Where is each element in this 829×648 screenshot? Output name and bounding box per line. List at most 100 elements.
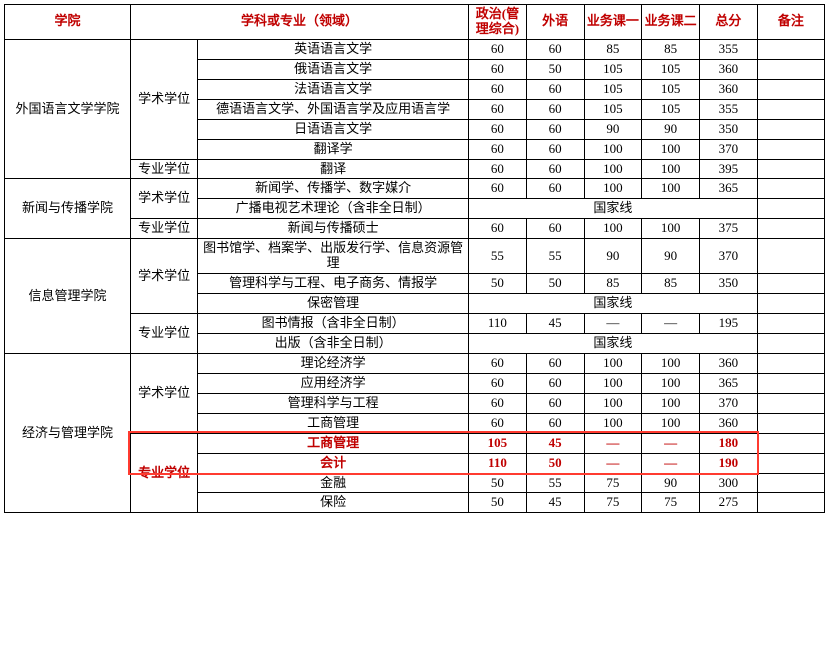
score-cell: — (584, 314, 642, 334)
score-cell: 50 (526, 59, 584, 79)
score-cell: 195 (700, 314, 758, 334)
school-cell: 经济与管理学院 (5, 353, 131, 513)
table-row: 经济与管理学院学术学位理论经济学6060100100360 (5, 353, 825, 373)
score-cell: 50 (526, 274, 584, 294)
score-cell: 45 (526, 493, 584, 513)
score-cell: 60 (526, 373, 584, 393)
th-subj2: 业务课二 (642, 5, 700, 40)
degree-cell: 专业学位 (130, 433, 197, 513)
score-cell: 100 (642, 353, 700, 373)
major-cell: 法语语言文学 (198, 79, 469, 99)
score-cell: 105 (642, 59, 700, 79)
score-cell: 370 (700, 393, 758, 413)
score-cell: 60 (526, 39, 584, 59)
th-school: 学院 (5, 5, 131, 40)
degree-cell: 学术学位 (130, 239, 197, 314)
major-cell: 保密管理 (198, 294, 469, 314)
degree-cell: 专业学位 (130, 159, 197, 179)
th-subj1: 业务课一 (584, 5, 642, 40)
major-cell: 会计 (198, 453, 469, 473)
score-cell: 100 (584, 373, 642, 393)
score-cell: 100 (584, 159, 642, 179)
remark-cell (757, 39, 824, 59)
score-cell: 60 (469, 373, 527, 393)
score-cell: 105 (642, 79, 700, 99)
score-cell: 60 (469, 99, 527, 119)
th-politics: 政治(管理综合) (469, 5, 527, 40)
score-cell: 55 (526, 473, 584, 493)
score-cell: 60 (469, 413, 527, 433)
score-cell: 110 (469, 453, 527, 473)
remark-cell (757, 139, 824, 159)
score-cell: 190 (700, 453, 758, 473)
score-cell: 100 (584, 219, 642, 239)
score-cell: 100 (642, 219, 700, 239)
major-cell: 德语语言文学、外国语言学及应用语言学 (198, 99, 469, 119)
remark-cell (757, 239, 824, 274)
remark-cell (757, 373, 824, 393)
remark-cell (757, 294, 824, 314)
score-cell: 90 (642, 119, 700, 139)
score-cell: 370 (700, 239, 758, 274)
score-cell: 105 (642, 99, 700, 119)
table-row: 外国语言文学学院学术学位英语语言文学60608585355 (5, 39, 825, 59)
score-cell: 105 (469, 433, 527, 453)
score-cell: 60 (526, 179, 584, 199)
score-cell: 60 (526, 159, 584, 179)
score-cell: 60 (469, 59, 527, 79)
score-cell: 105 (584, 59, 642, 79)
score-cell: 350 (700, 274, 758, 294)
score-cell: 45 (526, 314, 584, 334)
remark-cell (757, 393, 824, 413)
score-cell: 75 (584, 473, 642, 493)
score-cell: 360 (700, 79, 758, 99)
score-cell: 100 (642, 179, 700, 199)
score-cell: 60 (526, 219, 584, 239)
remark-cell (757, 159, 824, 179)
score-cell: 100 (642, 159, 700, 179)
major-cell: 英语语言文学 (198, 39, 469, 59)
remark-cell (757, 219, 824, 239)
major-cell: 日语语言文学 (198, 119, 469, 139)
score-cell: 85 (584, 39, 642, 59)
remark-cell (757, 119, 824, 139)
degree-cell: 专业学位 (130, 314, 197, 354)
score-cell: 350 (700, 119, 758, 139)
degree-cell: 专业学位 (130, 219, 197, 239)
score-cell: 90 (642, 239, 700, 274)
score-cell: 85 (642, 39, 700, 59)
score-cell: 50 (526, 453, 584, 473)
th-foreign: 外语 (526, 5, 584, 40)
school-cell: 新闻与传播学院 (5, 179, 131, 239)
score-cell: 50 (469, 274, 527, 294)
major-cell: 工商管理 (198, 433, 469, 453)
score-cell: 370 (700, 139, 758, 159)
score-cell: 60 (469, 119, 527, 139)
score-cell: 45 (526, 433, 584, 453)
remark-cell (757, 59, 824, 79)
score-cell: 100 (642, 413, 700, 433)
score-cell: 365 (700, 373, 758, 393)
national-line-cell: 国家线 (469, 333, 758, 353)
th-remark: 备注 (757, 5, 824, 40)
score-cell: 60 (469, 79, 527, 99)
major-cell: 图书馆学、档案学、出版发行学、信息资源管理 (198, 239, 469, 274)
score-cell: 360 (700, 353, 758, 373)
score-cell: 180 (700, 433, 758, 453)
remark-cell (757, 79, 824, 99)
score-cell: 365 (700, 179, 758, 199)
score-cell: 100 (584, 413, 642, 433)
score-cell: 100 (584, 139, 642, 159)
major-cell: 理论经济学 (198, 353, 469, 373)
score-cell: 375 (700, 219, 758, 239)
remark-cell (757, 473, 824, 493)
score-cell: 105 (584, 99, 642, 119)
remark-cell (757, 314, 824, 334)
major-cell: 出版（含非全日制） (198, 333, 469, 353)
score-cell: 50 (469, 493, 527, 513)
degree-cell: 学术学位 (130, 353, 197, 433)
score-cell: 55 (526, 239, 584, 274)
table-body: 外国语言文学学院学术学位英语语言文学60608585355俄语语言文学60501… (5, 39, 825, 513)
score-cell: — (642, 433, 700, 453)
major-cell: 翻译 (198, 159, 469, 179)
